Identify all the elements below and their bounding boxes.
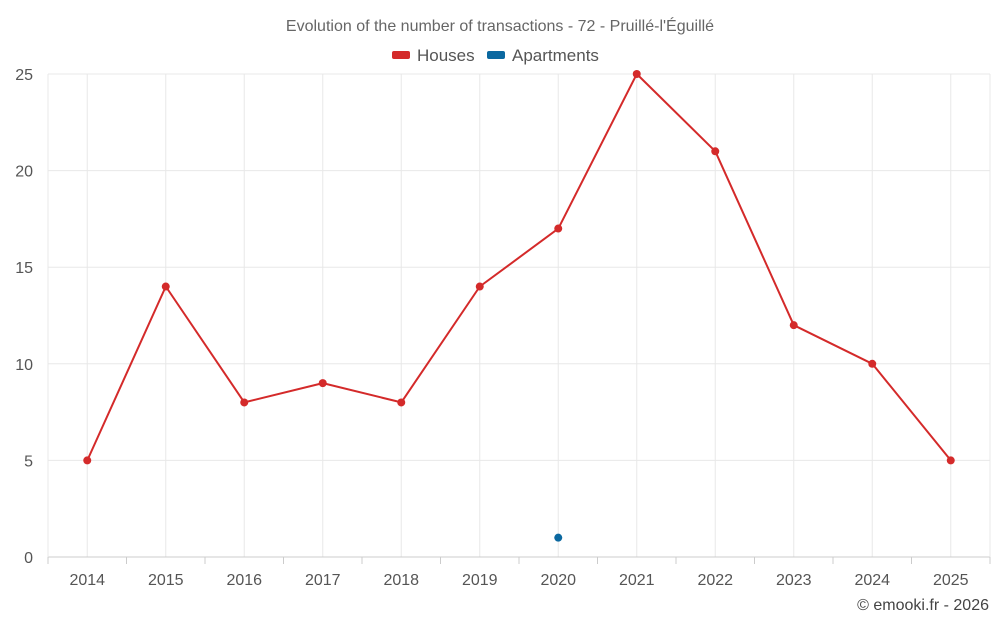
legend-swatch-houses — [392, 51, 410, 59]
legend-label-apartments: Apartments — [512, 46, 599, 65]
x-tick-label: 2017 — [305, 572, 341, 589]
y-tick-label: 5 — [24, 453, 33, 470]
data-point-houses-2021[interactable] — [632, 70, 641, 78]
y-tick-label: 25 — [15, 67, 33, 84]
x-tick-label: 2023 — [776, 572, 812, 589]
data-point-houses-2019[interactable] — [475, 282, 484, 291]
credit-text: © emooki.fr - 2026 — [857, 597, 989, 614]
data-point-houses-2018[interactable] — [397, 398, 406, 407]
data-point-houses-2017[interactable] — [318, 379, 327, 388]
legend-item-apartments[interactable]: Apartments — [487, 46, 599, 65]
series-houses — [83, 70, 955, 465]
x-tick-label: 2025 — [933, 572, 969, 589]
x-tick-label: 2014 — [69, 572, 105, 589]
x-tick-label: 2020 — [540, 572, 576, 589]
x-tick-label: 2018 — [383, 572, 419, 589]
legend-label-houses: Houses — [417, 46, 475, 65]
legend-item-houses[interactable]: Houses — [392, 46, 475, 65]
data-point-houses-2015[interactable] — [161, 282, 170, 291]
series-apartments — [554, 533, 563, 542]
x-tick-label: 2016 — [226, 572, 262, 589]
x-tick-label: 2019 — [462, 572, 498, 589]
series-line-houses — [86, 73, 952, 462]
grid — [48, 73, 990, 557]
data-point-houses-2016[interactable] — [240, 398, 249, 407]
y-tick-label: 10 — [15, 357, 33, 374]
x-tick-label: 2021 — [619, 572, 655, 589]
legend-swatch-apartments — [487, 51, 505, 59]
legend: Houses Apartments — [392, 46, 599, 65]
series — [83, 70, 955, 542]
data-point-houses-2014[interactable] — [83, 456, 92, 465]
data-point-apartments-2020[interactable] — [554, 533, 563, 542]
data-point-houses-2024[interactable] — [868, 359, 877, 368]
y-tick-label: 15 — [15, 260, 33, 277]
data-point-houses-2020[interactable] — [554, 224, 563, 233]
data-point-houses-2022[interactable] — [711, 147, 720, 156]
y-tick-label: 0 — [24, 550, 33, 567]
x-tick-label: 2024 — [854, 572, 890, 589]
chart-title: Evolution of the number of transactions … — [286, 16, 714, 35]
data-point-houses-2023[interactable] — [789, 321, 798, 330]
data-point-houses-2025[interactable] — [946, 456, 955, 465]
y-tick-label: 20 — [15, 164, 33, 181]
x-tick-label: 2015 — [148, 572, 184, 589]
x-tick-label: 2022 — [697, 572, 733, 589]
